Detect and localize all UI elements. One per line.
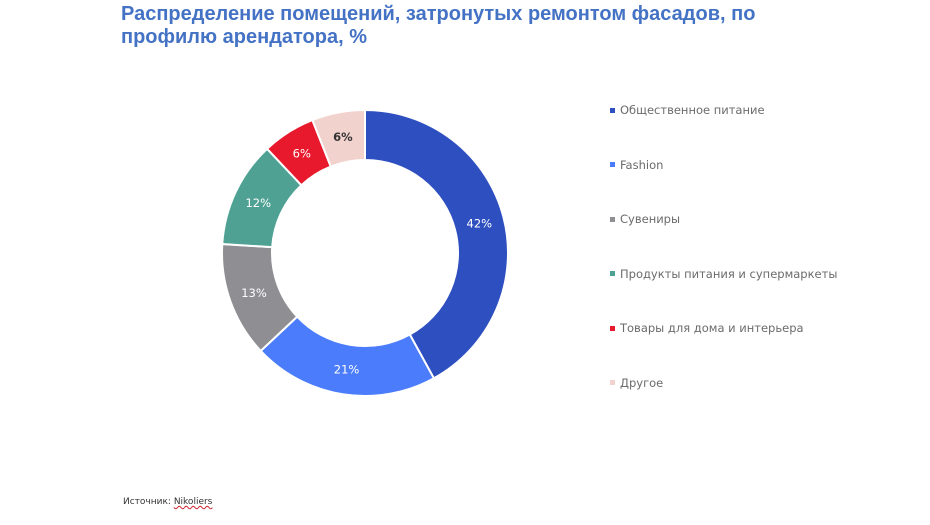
source-note: Источник: Nikoliers xyxy=(123,497,212,507)
legend-label: Другое xyxy=(620,375,664,390)
legend-swatch xyxy=(610,325,615,331)
data-label-5: 6% xyxy=(293,146,311,160)
legend-item-2: Fashion xyxy=(610,155,663,175)
data-label-3: 13% xyxy=(241,286,267,300)
legend-label: Fashion xyxy=(620,157,664,172)
legend-item-3: Сувениры xyxy=(610,209,680,229)
data-label-6: 6% xyxy=(333,130,353,144)
data-label-4: 12% xyxy=(245,196,271,210)
legend-label: Продукты питания и супермаркеты xyxy=(620,266,838,281)
donut-data-labels: 42% 21% 13% 12% 6% 6% xyxy=(241,130,492,376)
legend-item-4: Продукты питания и супермаркеты xyxy=(610,264,837,284)
legend-item-1: Общественное питание xyxy=(610,100,765,120)
legend-swatch xyxy=(610,380,615,385)
legend-swatch xyxy=(610,162,615,167)
slice-6 xyxy=(311,108,366,168)
source-name: Nikoliers xyxy=(173,497,213,507)
slice-2 xyxy=(259,315,436,397)
chart-title: Распределение помещений, затронутых ремо… xyxy=(121,3,756,48)
data-label-1: 42% xyxy=(467,217,493,231)
legend-item-5: Товары для дома и интерьера xyxy=(610,318,804,338)
legend-swatch xyxy=(610,216,615,222)
legend-label: Сувениры xyxy=(620,212,681,226)
legend-swatch xyxy=(610,271,615,276)
source-prefix: Источник: xyxy=(123,497,174,507)
legend-label: Товары для дома и интерьера xyxy=(620,321,804,335)
legend-label: Общественное питание xyxy=(620,103,765,117)
legend-item-6: Другое xyxy=(610,373,663,393)
donut-slices xyxy=(221,108,509,397)
data-label-2: 21% xyxy=(334,363,360,377)
slice-1 xyxy=(364,108,509,380)
legend-swatch xyxy=(610,107,615,113)
